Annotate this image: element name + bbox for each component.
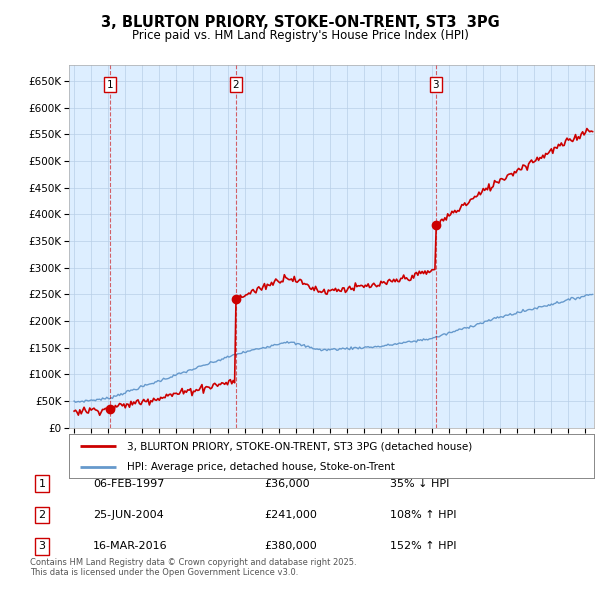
Text: 06-FEB-1997: 06-FEB-1997 (93, 479, 164, 489)
Text: Price paid vs. HM Land Registry's House Price Index (HPI): Price paid vs. HM Land Registry's House … (131, 29, 469, 42)
Text: 3: 3 (433, 80, 439, 90)
Text: 108% ↑ HPI: 108% ↑ HPI (390, 510, 457, 520)
Text: 16-MAR-2016: 16-MAR-2016 (93, 542, 167, 551)
Text: £380,000: £380,000 (264, 542, 317, 551)
Text: 35% ↓ HPI: 35% ↓ HPI (390, 479, 449, 489)
Text: 1: 1 (38, 479, 46, 489)
Text: Contains HM Land Registry data © Crown copyright and database right 2025.
This d: Contains HM Land Registry data © Crown c… (30, 558, 356, 577)
Text: 2: 2 (38, 510, 46, 520)
Text: 25-JUN-2004: 25-JUN-2004 (93, 510, 164, 520)
Text: £241,000: £241,000 (264, 510, 317, 520)
Text: £36,000: £36,000 (264, 479, 310, 489)
Text: 152% ↑ HPI: 152% ↑ HPI (390, 542, 457, 551)
Text: 1: 1 (107, 80, 113, 90)
Text: HPI: Average price, detached house, Stoke-on-Trent: HPI: Average price, detached house, Stok… (127, 462, 395, 472)
Text: 3, BLURTON PRIORY, STOKE-ON-TRENT, ST3  3PG: 3, BLURTON PRIORY, STOKE-ON-TRENT, ST3 3… (101, 15, 499, 30)
Text: 2: 2 (232, 80, 239, 90)
Text: 3: 3 (38, 542, 46, 551)
Text: 3, BLURTON PRIORY, STOKE-ON-TRENT, ST3 3PG (detached house): 3, BLURTON PRIORY, STOKE-ON-TRENT, ST3 3… (127, 441, 472, 451)
